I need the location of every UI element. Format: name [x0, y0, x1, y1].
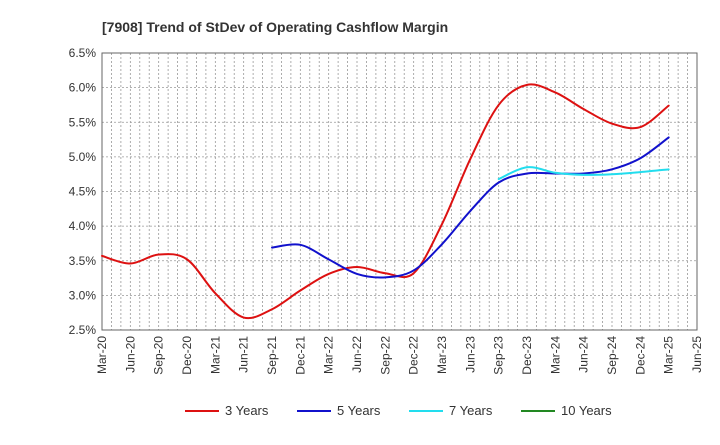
- y-tick-label: 2.5%: [69, 323, 97, 337]
- x-tick-label: Mar-23: [435, 336, 449, 374]
- gridlines: [102, 52, 697, 331]
- x-tick-label: Dec-21: [293, 336, 307, 375]
- legend-label: 10 Years: [561, 403, 612, 418]
- plot-area-border: [101, 52, 698, 331]
- chart-title: [7908] Trend of StDev of Operating Cashf…: [102, 19, 448, 35]
- y-tick-label: 5.5%: [69, 115, 97, 129]
- x-tick-label: Jun-21: [237, 336, 251, 373]
- legend-label: 3 Years: [225, 403, 269, 418]
- x-tick-label: Jun-23: [463, 336, 477, 373]
- legend: 3 Years 5 Years 7 Years 10 Years: [185, 403, 612, 418]
- series-line-3: [497, 166, 670, 181]
- x-tick-label: Mar-24: [548, 336, 562, 374]
- y-tick-label: 6.0%: [69, 81, 97, 95]
- x-tick-label: Mar-22: [322, 336, 336, 374]
- x-tick-label: Mar-25: [662, 336, 676, 374]
- x-tick-label: Dec-23: [520, 336, 534, 375]
- y-tick-label: 4.0%: [69, 219, 97, 233]
- x-tick-label: Sep-22: [378, 336, 392, 375]
- x-tick-label: Sep-24: [605, 336, 619, 375]
- axes: 2.5% 3.0% 3.5% 4.0% 4.5% 5.0% 5.5% 6.0% 6.5% Mar-…: [69, 46, 704, 375]
- x-tick-label: Jun-22: [350, 336, 364, 373]
- x-tick-label: Jun-25: [690, 336, 704, 373]
- y-tick-label: 6.5%: [69, 46, 97, 60]
- series-lines: [101, 83, 670, 320]
- y-tick-label: 5.0%: [69, 150, 97, 164]
- x-tick-label: Dec-22: [407, 336, 421, 375]
- x-tick-label: Sep-20: [152, 336, 166, 375]
- x-tick-label: Dec-24: [633, 336, 647, 375]
- y-tick-label: 3.5%: [69, 254, 97, 268]
- x-tick-label: Dec-20: [180, 336, 194, 375]
- x-tick-label: Sep-23: [492, 336, 506, 375]
- x-tick-label: Jun-24: [577, 336, 591, 373]
- x-tick-label: Mar-20: [95, 336, 109, 374]
- legend-label: 5 Years: [337, 403, 381, 418]
- legend-label: 7 Years: [449, 403, 493, 418]
- x-tick-label: Mar-21: [208, 336, 222, 374]
- x-tick-label: Sep-21: [265, 336, 279, 375]
- series-line-1: [101, 83, 670, 320]
- x-tick-label: Jun-20: [123, 336, 137, 373]
- y-tick-label: 3.0%: [69, 288, 97, 302]
- series-line-2: [271, 136, 670, 279]
- y-tick-label: 4.5%: [69, 185, 97, 199]
